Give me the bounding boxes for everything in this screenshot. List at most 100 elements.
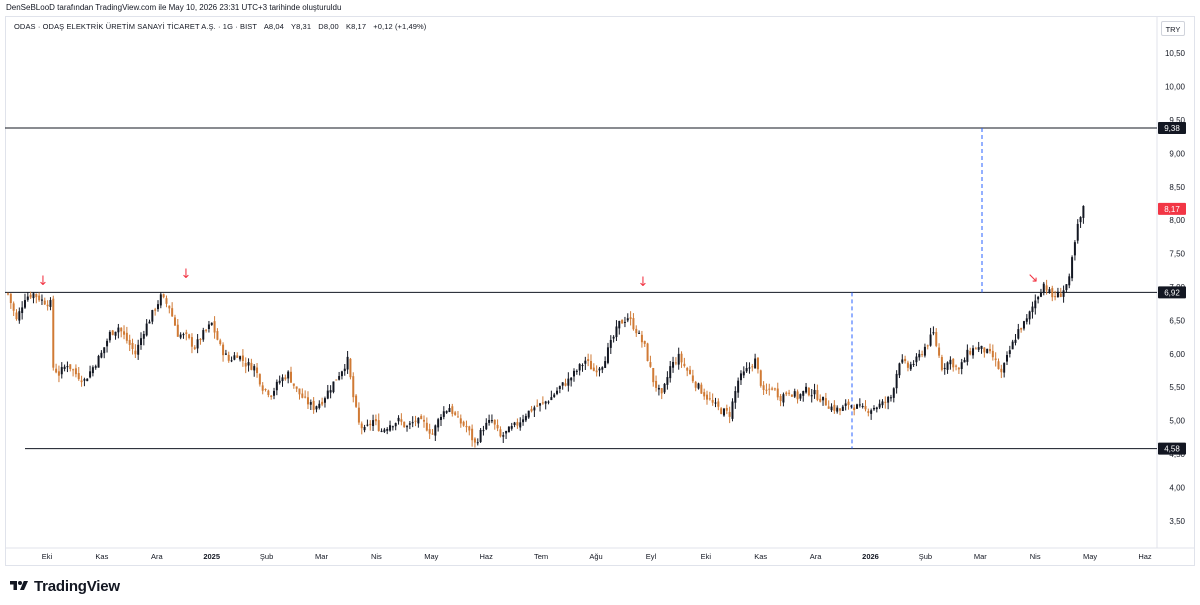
candle-body	[635, 328, 638, 334]
candle-body	[193, 347, 196, 349]
down-arrow-annotation[interactable]: ↓	[638, 275, 649, 290]
candle-body	[847, 401, 850, 406]
candle-body	[689, 369, 692, 375]
candle-body	[785, 392, 788, 395]
tradingview-logo[interactable]: TradingView	[8, 575, 120, 597]
candle-body	[301, 393, 304, 398]
candle-body	[918, 353, 921, 358]
candle-body	[377, 420, 380, 431]
candle-body	[369, 423, 372, 426]
candle-body	[830, 406, 833, 411]
candle-body	[1071, 257, 1074, 279]
candle-body	[80, 380, 83, 383]
symbol-title[interactable]: ODAS · ODAŞ ELEKTRİK ÜRETİM SANAYİ TİCAR…	[14, 22, 258, 31]
x-tick-label: Mar	[974, 552, 987, 561]
candle-body	[329, 390, 332, 393]
candle-body	[1017, 329, 1020, 339]
candle-body	[91, 367, 94, 374]
y-tick-label: 5,00	[1169, 417, 1185, 426]
down-arrow-annotation[interactable]: ↓	[181, 267, 192, 282]
candle-body	[762, 385, 765, 390]
candle-body	[923, 346, 926, 356]
candle-body	[335, 379, 338, 381]
candle-body	[909, 364, 912, 370]
candle-body	[403, 421, 406, 428]
candle-body	[445, 411, 448, 413]
candle-body	[861, 405, 864, 407]
candle-body	[439, 416, 442, 421]
candle-body	[383, 429, 386, 432]
down-arrow-annotation[interactable]: ↓	[38, 274, 49, 289]
x-tick-label: Eki	[701, 552, 712, 561]
currency-button[interactable]: TRY	[1161, 21, 1185, 36]
candle-body	[312, 400, 315, 410]
candle-body	[587, 359, 590, 362]
candle-body	[776, 388, 779, 398]
x-tick-label: Eki	[42, 552, 53, 561]
candle-body	[499, 429, 502, 437]
candle-body	[547, 401, 550, 403]
candle-body	[539, 403, 542, 406]
candle-body	[805, 386, 808, 393]
candle-body	[210, 322, 213, 325]
candle-body	[983, 347, 986, 353]
candle-body	[423, 419, 426, 422]
candle-body	[366, 424, 369, 426]
candle-body	[788, 392, 791, 394]
candle-body	[836, 407, 839, 412]
candle-body	[926, 345, 929, 347]
y-tick-label: 10,00	[1165, 83, 1186, 92]
level-price-label: 4,58	[1164, 445, 1180, 454]
candle-body	[881, 401, 884, 406]
candle-body	[731, 401, 734, 419]
candle-body	[23, 300, 26, 308]
candle-body	[100, 352, 103, 358]
candle-body	[128, 339, 131, 345]
candle-body	[490, 420, 493, 422]
candle-body	[522, 419, 525, 423]
candle-body	[411, 422, 414, 424]
candle-body	[397, 417, 400, 422]
candle-body	[536, 405, 539, 407]
candle-body	[632, 318, 635, 330]
candle-body	[479, 429, 482, 442]
candle-body	[284, 377, 287, 380]
candle-body	[318, 403, 321, 408]
candle-body	[827, 406, 830, 409]
candle-body	[856, 404, 858, 409]
candle-body	[49, 300, 52, 307]
symbol-legend[interactable]: ODAS · ODAŞ ELEKTRİK ÜRETİM SANAYİ TİCAR…	[14, 22, 431, 31]
candle-body	[1037, 296, 1040, 300]
candle-body	[674, 362, 677, 364]
candle-body	[1079, 217, 1082, 223]
candle-body	[833, 404, 836, 411]
candle-body	[626, 318, 629, 321]
candle-body	[966, 349, 969, 362]
candle-body	[578, 364, 581, 371]
candle-body	[114, 331, 117, 336]
candle-body	[15, 312, 18, 320]
candle-body	[553, 394, 556, 397]
candle-body	[140, 338, 143, 346]
candle-body	[346, 356, 349, 370]
diagonal-arrow-annotation[interactable]: ↘	[1028, 271, 1039, 286]
candle-body	[584, 360, 587, 364]
candle-body	[1011, 341, 1014, 350]
candle-body	[60, 367, 63, 375]
candle-body	[309, 402, 312, 405]
candle-body	[904, 358, 907, 362]
candle-body	[287, 371, 290, 379]
candle-body	[326, 390, 329, 399]
candle-body	[89, 371, 92, 378]
candle-body	[581, 365, 584, 367]
candle-body	[807, 387, 810, 396]
candle-body	[793, 391, 796, 397]
candle-body	[275, 381, 278, 391]
candle-body	[332, 381, 335, 393]
candle-body	[94, 366, 97, 368]
candle-body	[264, 388, 267, 390]
x-tick-label: Şub	[919, 552, 932, 561]
candle-body	[714, 402, 717, 404]
candle-body	[533, 407, 536, 411]
